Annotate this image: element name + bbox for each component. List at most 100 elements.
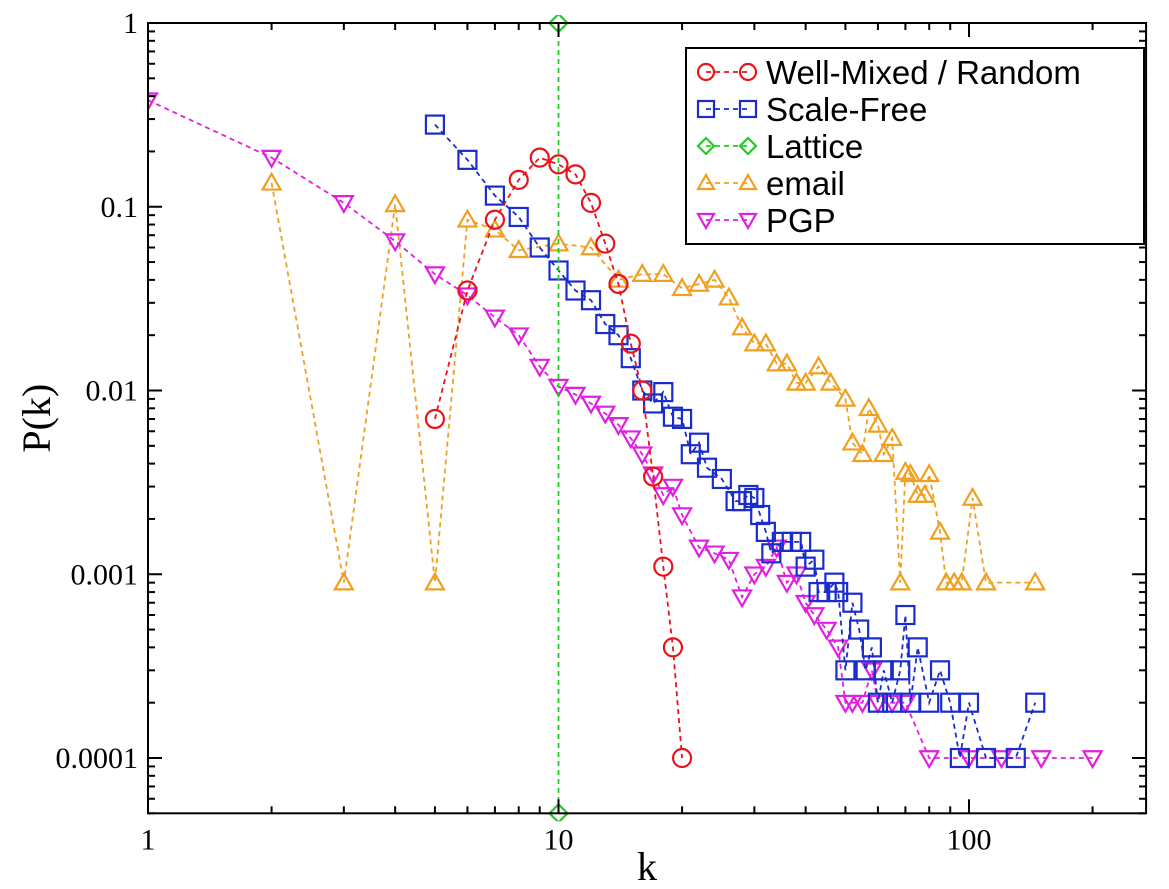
data-point xyxy=(949,747,970,769)
data-point xyxy=(260,171,283,191)
data-point xyxy=(775,574,798,594)
data-point xyxy=(918,463,941,483)
y-tick-label: 0.001 xyxy=(71,558,139,591)
data-point xyxy=(958,692,980,713)
data-point xyxy=(1005,747,1026,769)
data-point xyxy=(424,114,446,135)
data-point xyxy=(895,604,916,626)
data-point xyxy=(950,571,973,591)
data-point xyxy=(851,694,874,714)
data-point xyxy=(834,387,857,407)
data-point xyxy=(857,397,880,417)
y-axis-label: P(k) xyxy=(14,384,59,453)
data-point xyxy=(873,660,894,681)
data-point xyxy=(688,539,710,559)
data-point xyxy=(1024,571,1047,591)
data-point xyxy=(148,92,159,112)
legend-box xyxy=(685,47,1145,245)
data-point xyxy=(913,483,936,503)
data-point xyxy=(717,551,740,571)
data-point xyxy=(794,371,817,391)
data-point xyxy=(580,395,602,415)
data-point xyxy=(803,607,826,627)
legend-marker xyxy=(696,136,716,156)
data-point xyxy=(889,571,912,591)
data-point xyxy=(919,692,940,713)
data-point xyxy=(424,408,446,430)
data-point xyxy=(815,621,838,641)
data-point xyxy=(881,426,904,447)
data-point xyxy=(631,262,654,282)
data-point xyxy=(671,507,693,527)
data-point xyxy=(754,332,777,352)
x-tick-label: 10 xyxy=(544,823,574,856)
data-point xyxy=(662,478,684,498)
x-tick-label: 1 xyxy=(141,823,156,856)
legend-marker xyxy=(738,62,758,82)
legend-marker xyxy=(696,172,716,191)
legend-marker xyxy=(738,99,758,119)
data-point xyxy=(731,589,753,609)
data-point xyxy=(457,280,478,301)
data-point xyxy=(424,266,446,286)
legend: Well-Mixed / RandomScale-FreeLatticeemai… xyxy=(685,47,1145,245)
data-point xyxy=(631,446,654,466)
data-point xyxy=(743,566,766,586)
data-point xyxy=(332,195,355,215)
data-point xyxy=(548,154,569,175)
data-point xyxy=(456,287,479,307)
data-point xyxy=(457,149,478,170)
data-point xyxy=(384,233,407,253)
data-point xyxy=(652,262,675,282)
data-point xyxy=(528,358,551,378)
legend-marker xyxy=(738,172,758,191)
plot-frame xyxy=(147,22,1148,815)
data-point xyxy=(594,405,617,425)
data-point xyxy=(508,206,529,228)
legend-label: Scale-Free xyxy=(766,91,927,128)
data-point xyxy=(849,619,870,640)
legend-label: Well-Mixed / Random xyxy=(766,54,1081,91)
data-point xyxy=(564,386,587,406)
data-point xyxy=(529,237,550,258)
data-point xyxy=(484,309,506,329)
data-point xyxy=(738,484,759,506)
series-email xyxy=(260,171,1047,591)
data-point xyxy=(1081,750,1104,770)
data-point xyxy=(507,239,530,259)
data-point xyxy=(918,750,941,770)
legend-marker xyxy=(738,212,758,231)
data-point xyxy=(860,662,883,682)
legend-item: PGP xyxy=(696,202,836,239)
data-point xyxy=(872,443,895,463)
legend-label: Lattice xyxy=(766,128,863,165)
data-point xyxy=(547,378,570,398)
data-point xyxy=(929,660,951,681)
data-point xyxy=(332,571,355,591)
tick-labels: 1 10 100 1 0.1 0.01 0.001 0.0001 xyxy=(56,7,992,856)
series-line xyxy=(434,156,683,759)
data-point xyxy=(484,209,506,230)
data-point xyxy=(607,417,630,437)
data-point xyxy=(565,164,586,185)
plot-area xyxy=(148,15,1104,822)
y-tick-label: 0.0001 xyxy=(56,742,139,775)
data-point xyxy=(785,371,808,391)
data-point xyxy=(703,268,726,288)
data-point xyxy=(711,468,732,490)
data-point xyxy=(507,327,530,347)
data-point xyxy=(794,594,817,614)
data-point xyxy=(703,545,726,565)
data-point xyxy=(696,457,718,478)
legend-item: Lattice xyxy=(696,128,863,165)
series-line xyxy=(434,123,1037,759)
data-point xyxy=(975,571,997,591)
legend-marker xyxy=(696,62,716,82)
data-point xyxy=(754,558,777,578)
series-scale-free xyxy=(424,114,1046,769)
data-point xyxy=(642,466,664,487)
data-point xyxy=(632,380,653,401)
legend-label: PGP xyxy=(766,202,836,239)
data-point xyxy=(731,491,753,512)
legend-marker xyxy=(696,99,716,119)
